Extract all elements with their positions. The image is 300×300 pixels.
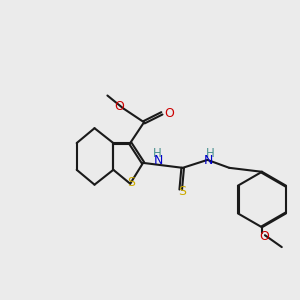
Text: S: S <box>127 176 135 189</box>
Text: H: H <box>206 148 215 160</box>
Text: O: O <box>114 100 124 113</box>
Text: O: O <box>164 107 174 120</box>
Text: H: H <box>153 148 161 160</box>
Text: S: S <box>178 185 186 198</box>
Text: N: N <box>204 154 213 167</box>
Text: N: N <box>154 154 164 167</box>
Text: O: O <box>259 230 269 243</box>
